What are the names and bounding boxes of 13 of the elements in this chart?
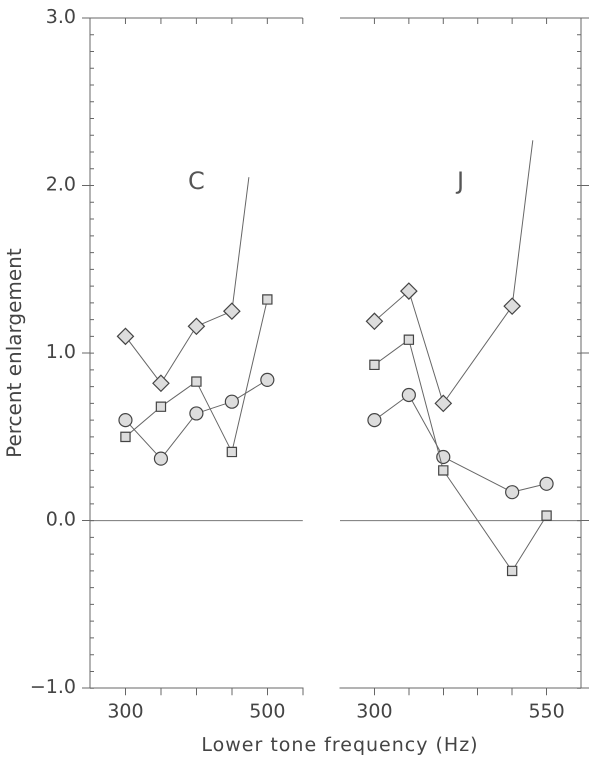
x-tick-label: 550 bbox=[528, 700, 565, 723]
x-tick-label: 500 bbox=[249, 700, 286, 723]
x-tick-label: 300 bbox=[107, 700, 144, 723]
y-tick-label: 3.0 bbox=[46, 6, 76, 28]
annotation: J bbox=[454, 166, 464, 195]
y-tick-label: 2.0 bbox=[46, 173, 76, 196]
y-tick-label: 1.0 bbox=[46, 341, 76, 364]
y-tick-label: −1.0 bbox=[30, 676, 76, 698]
y-axis-title: Percent enlargement bbox=[2, 248, 26, 458]
x-tick-label: 300 bbox=[356, 700, 393, 723]
annotation: C bbox=[188, 166, 205, 195]
y-tick-label: 0.0 bbox=[46, 508, 76, 531]
x-axis-title: Lower tone frequency (Hz) bbox=[200, 734, 480, 756]
